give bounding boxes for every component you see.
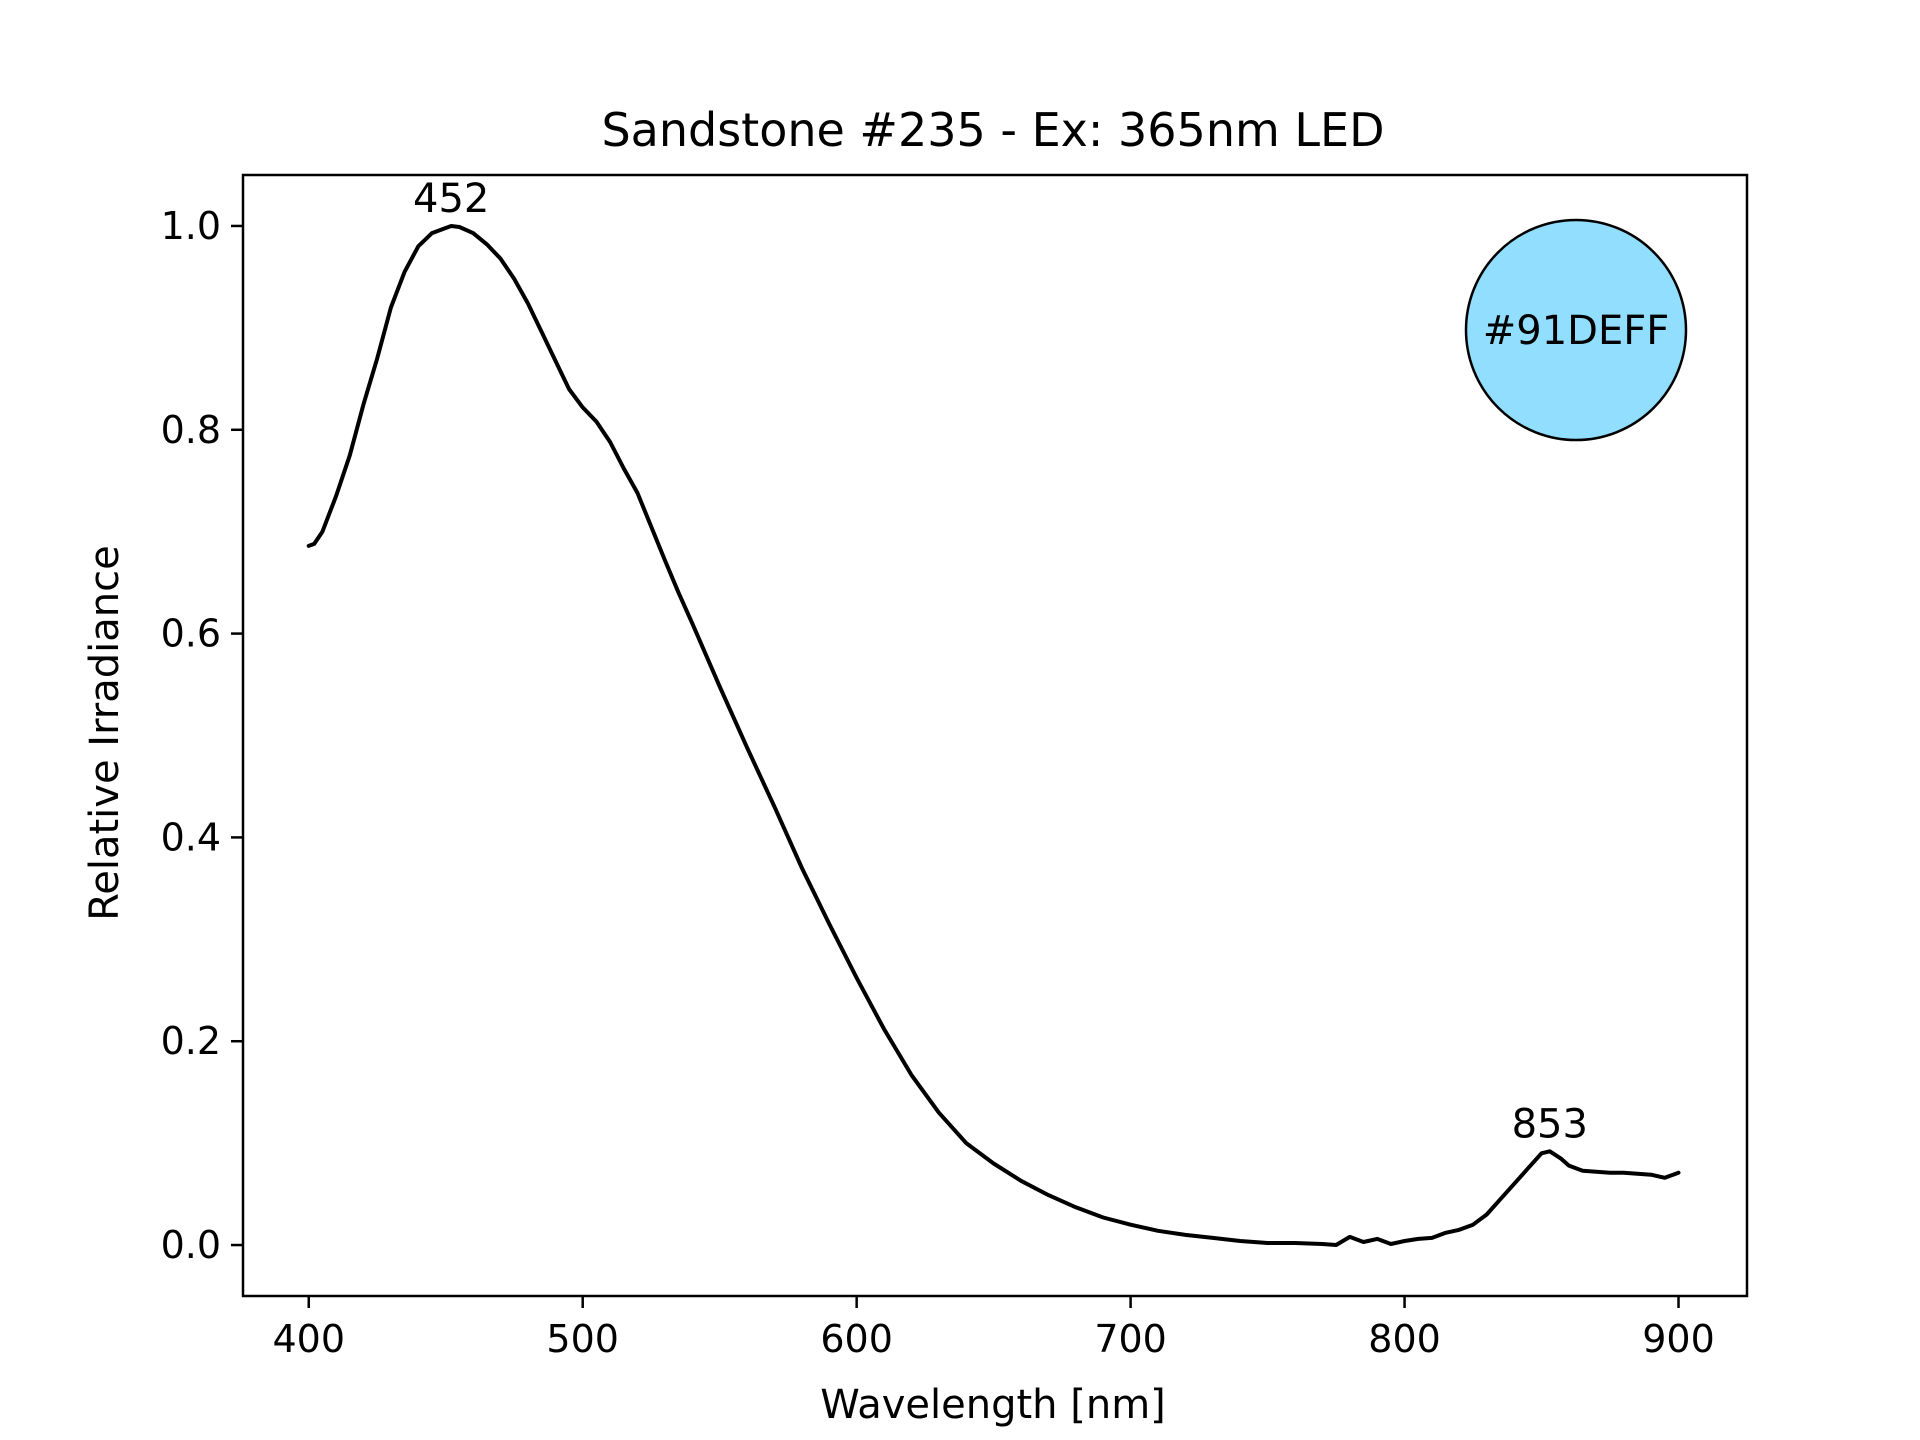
y-tick-label: 0.2: [161, 1019, 221, 1063]
y-tick-label: 0.0: [161, 1223, 221, 1267]
series-line-0: [306, 224, 1681, 1247]
color-swatch-label: #91DEFF: [1483, 308, 1670, 354]
peak-annotation: 452: [413, 176, 489, 222]
plot-area: 400 500 600 700 800 900 0.0 0.2 0.4 0.6 0.8 1.0 452 8…: [161, 173, 1749, 1361]
x-tick-label: 400: [272, 1317, 345, 1361]
x-axis-label: Wavelength [nm]: [820, 1382, 1166, 1428]
y-axis-label: Relative Irradiance: [82, 545, 128, 921]
x-tick-label: 700: [1094, 1317, 1167, 1361]
y-tick-label: 0.8: [161, 408, 221, 452]
y-tick-label: 0.6: [161, 612, 221, 656]
y-tick-label: 0.4: [161, 815, 221, 859]
peak-annotation: 853: [1512, 1101, 1588, 1147]
x-tick-label: 900: [1642, 1317, 1715, 1361]
x-tick-label: 500: [546, 1317, 619, 1361]
chart-title: Sandstone #235 - Ex: 365nm LED: [601, 103, 1384, 157]
y-tick-label: 1.0: [161, 204, 221, 248]
plot-frame: [241, 173, 1749, 1298]
x-tick-label: 600: [820, 1317, 893, 1361]
color-swatch-circle: [1464, 218, 1688, 442]
x-tick-label: 800: [1368, 1317, 1441, 1361]
